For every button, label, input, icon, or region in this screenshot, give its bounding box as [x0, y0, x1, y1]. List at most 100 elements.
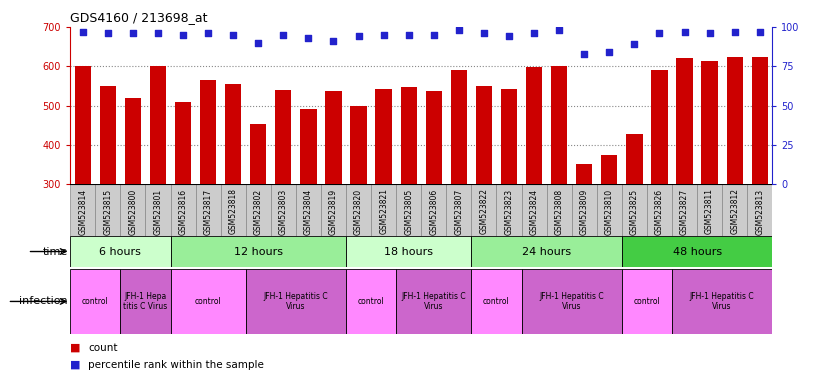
Text: control: control [358, 297, 384, 306]
Point [202, 30, 215, 36]
Bar [521, 269, 622, 334]
Text: GSM523800: GSM523800 [128, 189, 137, 235]
Bar [446, 184, 472, 236]
Bar [472, 269, 521, 334]
Bar [597, 184, 622, 236]
Text: GSM523825: GSM523825 [630, 189, 638, 235]
Text: GSM523809: GSM523809 [580, 189, 589, 235]
Text: 24 hours: 24 hours [522, 247, 572, 257]
Text: 18 hours: 18 hours [384, 247, 433, 257]
Text: GSM523806: GSM523806 [430, 189, 439, 235]
Text: 12 hours: 12 hours [234, 247, 282, 257]
Bar [526, 67, 542, 184]
Text: GSM523814: GSM523814 [78, 189, 88, 235]
Text: JFH-1 Hepatitis C
Virus: JFH-1 Hepatitis C Virus [263, 292, 328, 311]
Bar [472, 236, 622, 267]
Text: GSM523802: GSM523802 [254, 189, 263, 235]
Text: 6 hours: 6 hours [99, 247, 141, 257]
Bar [652, 70, 667, 184]
Bar [376, 89, 392, 184]
Text: GSM523818: GSM523818 [229, 189, 238, 235]
Point [477, 30, 491, 36]
Bar [221, 184, 246, 236]
Text: JFH-1 Hepatitis C
Virus: JFH-1 Hepatitis C Virus [690, 292, 754, 311]
Bar [246, 184, 271, 236]
Point [427, 31, 440, 38]
Text: ■: ■ [70, 343, 81, 353]
Text: JFH-1 Hepatitis C
Virus: JFH-1 Hepatitis C Virus [401, 292, 466, 311]
Bar [748, 184, 772, 236]
Point [553, 27, 566, 33]
Bar [396, 184, 421, 236]
Bar [275, 90, 292, 184]
Point [653, 30, 666, 36]
Text: percentile rank within the sample: percentile rank within the sample [88, 360, 264, 370]
Text: infection: infection [19, 296, 68, 306]
Point [502, 33, 515, 40]
Text: time: time [42, 247, 68, 257]
Text: JFH-1 Hepatitis C
Virus: JFH-1 Hepatitis C Virus [539, 292, 604, 311]
Point [126, 30, 140, 36]
Bar [121, 184, 145, 236]
Bar [170, 236, 346, 267]
Bar [150, 66, 166, 184]
Bar [246, 269, 346, 334]
Text: GSM523815: GSM523815 [103, 189, 112, 235]
Bar [425, 91, 442, 184]
Bar [70, 269, 121, 334]
Bar [472, 184, 496, 236]
Bar [74, 66, 91, 184]
Bar [170, 184, 196, 236]
Point [226, 31, 240, 38]
Text: GSM523821: GSM523821 [379, 189, 388, 235]
Point [528, 30, 541, 36]
Bar [727, 57, 743, 184]
Text: control: control [82, 297, 109, 306]
Bar [350, 106, 367, 184]
Text: GSM523819: GSM523819 [329, 189, 338, 235]
Bar [325, 91, 342, 184]
Point [352, 33, 365, 40]
Bar [697, 184, 722, 236]
Bar [321, 184, 346, 236]
Text: control: control [195, 297, 221, 306]
Text: GSM523822: GSM523822 [479, 189, 488, 235]
Text: GSM523813: GSM523813 [755, 189, 764, 235]
Point [151, 30, 164, 36]
Bar [401, 87, 417, 184]
Bar [95, 184, 121, 236]
Bar [626, 134, 643, 184]
Text: GSM523812: GSM523812 [730, 189, 739, 235]
Text: JFH-1 Hepa
titis C Virus: JFH-1 Hepa titis C Virus [123, 292, 168, 311]
Bar [547, 184, 572, 236]
Bar [501, 89, 517, 184]
Bar [496, 184, 521, 236]
Text: GSM523823: GSM523823 [505, 189, 514, 235]
Bar [572, 184, 597, 236]
Point [678, 28, 691, 35]
Text: 48 hours: 48 hours [672, 247, 722, 257]
Text: GSM523820: GSM523820 [354, 189, 363, 235]
Bar [296, 184, 321, 236]
Bar [301, 109, 316, 184]
Bar [396, 269, 472, 334]
Text: GSM523807: GSM523807 [454, 189, 463, 235]
Point [76, 28, 89, 35]
Bar [250, 124, 267, 184]
Bar [576, 164, 592, 184]
Point [703, 30, 716, 36]
Bar [125, 98, 141, 184]
Bar [676, 58, 693, 184]
Bar [672, 184, 697, 236]
Text: count: count [88, 343, 118, 353]
Text: control: control [483, 297, 510, 306]
Text: GSM523803: GSM523803 [279, 189, 287, 235]
Text: GDS4160 / 213698_at: GDS4160 / 213698_at [70, 11, 207, 24]
Point [402, 31, 415, 38]
Bar [701, 61, 718, 184]
Point [277, 31, 290, 38]
Bar [225, 84, 241, 184]
Bar [622, 269, 672, 334]
Point [377, 31, 390, 38]
Point [177, 31, 190, 38]
